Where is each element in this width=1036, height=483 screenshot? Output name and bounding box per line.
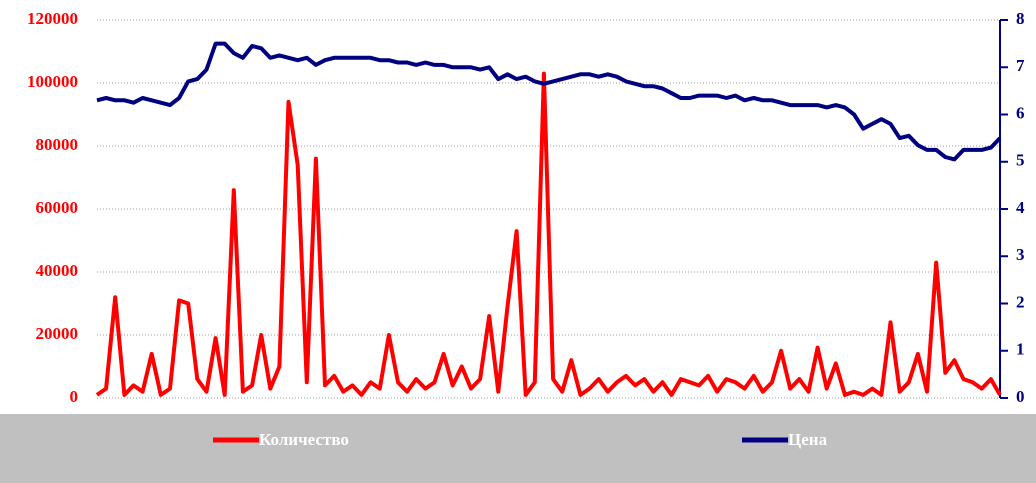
y-tick-label: 60000 [36,198,79,217]
legend-box [0,414,1036,483]
legend-label: Количество [259,430,349,449]
line-series [95,71,1002,397]
y2-tick-label: 8 [1016,9,1025,28]
y2-tick-label: 4 [1016,198,1025,217]
y-tick-label: 120000 [27,9,78,28]
line-series [96,41,1002,162]
y-tick-label: 20000 [36,324,79,343]
y2-tick-label: 6 [1016,103,1025,122]
legend-label: Цена [788,430,828,449]
y-tick-label: 0 [70,387,79,406]
y2-tick-label: 5 [1016,151,1025,170]
y2-tick-label: 7 [1016,56,1025,75]
y2-tick-label: 3 [1016,245,1025,264]
y-tick-label: 100000 [27,72,78,91]
y-tick-label: 80000 [36,135,79,154]
y2-tick-label: 1 [1016,340,1025,359]
y-tick-label: 40000 [36,261,79,280]
y2-tick-label: 2 [1016,292,1025,311]
y2-tick-label: 0 [1016,387,1025,406]
